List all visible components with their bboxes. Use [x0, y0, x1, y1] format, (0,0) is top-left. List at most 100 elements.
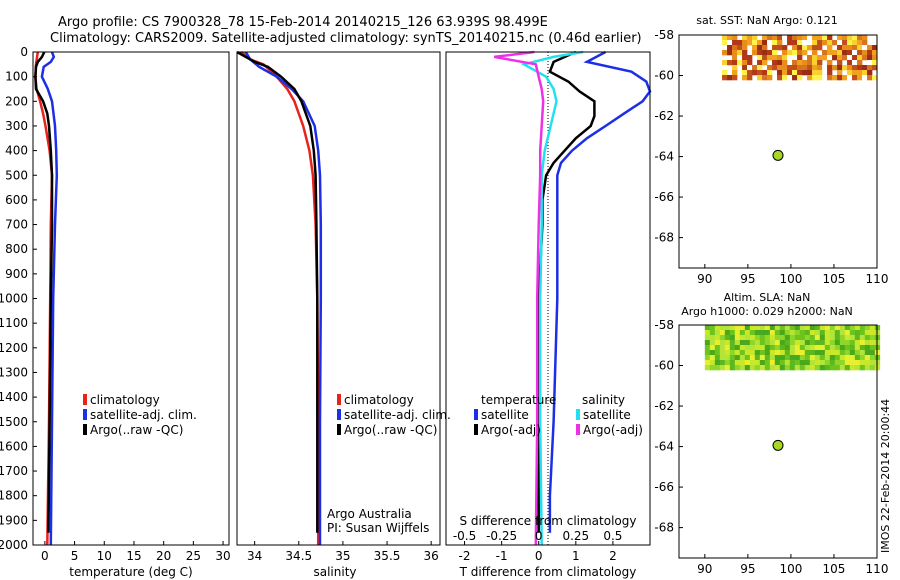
map-cell	[802, 50, 807, 55]
map-cell	[760, 325, 765, 330]
map-cell	[775, 335, 780, 340]
map-cell	[807, 65, 812, 70]
map-cell	[720, 365, 725, 370]
map-cell	[740, 340, 745, 345]
map-cell	[745, 345, 750, 350]
map-cell	[845, 365, 850, 370]
map-cell	[840, 350, 845, 355]
map-cell	[775, 340, 780, 345]
map-cell	[730, 345, 735, 350]
map-cell	[757, 50, 762, 55]
map-cell	[815, 365, 820, 370]
depth-tick-label: 1200	[0, 341, 28, 355]
map-cell	[725, 340, 730, 345]
map-cell	[802, 65, 807, 70]
series-temperature-satellite	[550, 52, 650, 533]
map-cell	[807, 75, 812, 80]
map-cell	[772, 50, 777, 55]
map-cell	[715, 330, 720, 335]
map-cell	[802, 45, 807, 50]
map-cell	[805, 340, 810, 345]
map-cell	[715, 355, 720, 360]
map-cell	[837, 55, 842, 60]
legend-temperature-heading: temperature	[481, 393, 556, 407]
map-cell	[852, 55, 857, 60]
map-cell	[845, 325, 850, 330]
map-cell	[735, 330, 740, 335]
map-cell	[710, 335, 715, 340]
map-cell	[867, 50, 872, 55]
map-cell	[785, 330, 790, 335]
map-cell	[732, 35, 737, 40]
map-cell	[852, 40, 857, 45]
map-cell	[825, 365, 830, 370]
map-cell	[750, 365, 755, 370]
figure: Argo profile: CS 7900328_78 15-Feb-2014 …	[0, 0, 900, 580]
legend-t-argo-swatch	[474, 424, 478, 435]
map-cell	[857, 65, 862, 70]
map-cell	[762, 75, 767, 80]
map-cell	[817, 55, 822, 60]
map-cell	[812, 40, 817, 45]
map-cell	[860, 340, 865, 345]
map-cell	[827, 55, 832, 60]
map-cell	[745, 325, 750, 330]
x-tick-label: 25	[186, 549, 201, 563]
depth-tick-label: 400	[5, 144, 28, 158]
map-cell	[822, 65, 827, 70]
map-cell	[817, 60, 822, 65]
map-cell	[810, 345, 815, 350]
map-cell	[787, 55, 792, 60]
map-cell	[777, 65, 782, 70]
map-cell	[855, 355, 860, 360]
map-cell	[817, 40, 822, 45]
map-cell	[837, 65, 842, 70]
map-cell	[792, 40, 797, 45]
map-cell	[800, 325, 805, 330]
map-cell	[747, 55, 752, 60]
map-cell	[822, 75, 827, 80]
map-cell	[840, 355, 845, 360]
map-cell	[820, 335, 825, 340]
map-cell	[840, 345, 845, 350]
map-cell	[765, 330, 770, 335]
map-cell	[730, 355, 735, 360]
lon-tick-label: 100	[779, 272, 802, 286]
depth-tick-label: 1900	[0, 513, 28, 527]
map-cell	[810, 325, 815, 330]
map-cell	[795, 360, 800, 365]
lat-tick-label: -68	[654, 231, 674, 245]
legend-satellite-label: satellite-adj. clim.	[344, 408, 451, 422]
map-cell	[767, 70, 772, 75]
map-cell	[792, 70, 797, 75]
map-cell	[830, 360, 835, 365]
map-cell	[837, 60, 842, 65]
map-cell	[820, 350, 825, 355]
lat-tick-label: -64	[654, 440, 674, 454]
map-cell	[817, 65, 822, 70]
map-cell	[727, 50, 732, 55]
depth-tick-label: 1300	[0, 365, 28, 379]
map-cell	[847, 50, 852, 55]
series-salinity-argo-adj	[494, 52, 543, 545]
map-cell	[740, 365, 745, 370]
map-cell	[860, 325, 865, 330]
map-cell	[710, 325, 715, 330]
map-cell	[830, 365, 835, 370]
temperature-axes-box	[33, 52, 229, 545]
map-cell	[790, 335, 795, 340]
lon-tick-label: 90	[697, 272, 712, 286]
x-tick-label: 15	[126, 549, 141, 563]
map-cell	[830, 335, 835, 340]
map-cell	[830, 340, 835, 345]
lon-tick-label: 95	[740, 562, 755, 576]
salinity-axes-box	[237, 52, 440, 545]
map-cell	[865, 330, 870, 335]
map-cell	[867, 65, 872, 70]
map-cell	[855, 345, 860, 350]
map-cell	[825, 350, 830, 355]
map-cell	[810, 340, 815, 345]
map-cell	[765, 350, 770, 355]
map-cell	[787, 70, 792, 75]
depth-tick-label: 2000	[0, 538, 28, 552]
